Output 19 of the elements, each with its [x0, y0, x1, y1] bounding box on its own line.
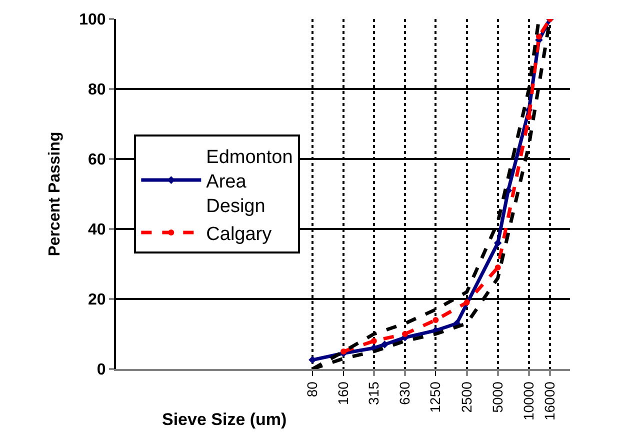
x-tick-label: 16000	[542, 381, 558, 421]
x-tick-label: 5000	[489, 381, 506, 413]
y-tick-label: 60	[88, 152, 106, 169]
legend-label: Calgary	[206, 224, 272, 245]
y-tick-label: 80	[88, 82, 106, 99]
y-axis-title: Percent Passing	[46, 132, 64, 256]
x-axis-title: Sieve Size (um)	[162, 410, 287, 429]
x-tick-label: 10000	[520, 381, 536, 421]
x-tick-label: 630	[396, 381, 413, 405]
y-tick-label: 40	[88, 222, 106, 239]
y-tick-label: 20	[88, 292, 106, 309]
x-tick-label: 1250	[427, 381, 444, 413]
y-tick-label: 100	[79, 12, 106, 29]
legend-label: Edmonton Area Design	[206, 146, 293, 218]
y-tick-label: 0	[96, 362, 106, 379]
x-tick-label: 80	[304, 381, 320, 398]
x-tick-label: 315	[365, 381, 382, 405]
x-tick-label: 2500	[458, 381, 474, 413]
x-tick-label: 160	[335, 381, 352, 405]
